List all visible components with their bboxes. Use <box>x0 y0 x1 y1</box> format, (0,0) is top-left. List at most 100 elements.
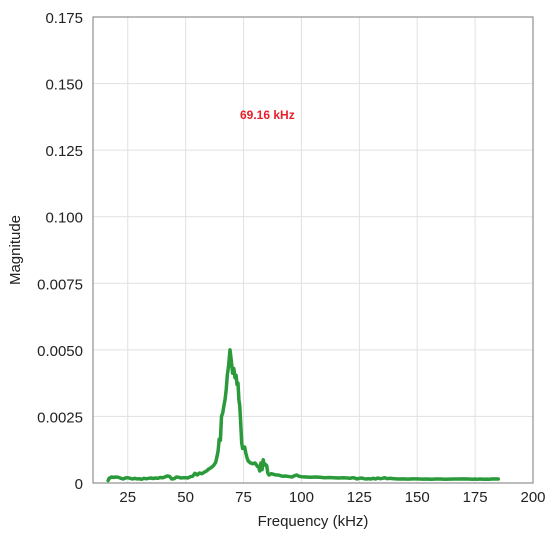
series-point <box>304 475 308 479</box>
series-point <box>277 473 280 477</box>
series-point <box>434 477 437 481</box>
series-point <box>161 476 164 479</box>
series-point <box>360 476 363 480</box>
series-point <box>159 476 162 479</box>
series-point <box>152 477 155 480</box>
series-point <box>243 445 246 449</box>
series-point <box>300 475 303 478</box>
series-point <box>239 421 242 425</box>
series-point <box>483 478 486 481</box>
series-point <box>346 476 349 480</box>
series-point <box>138 477 141 480</box>
series-point <box>191 475 194 478</box>
series-point <box>272 473 275 476</box>
series-point <box>179 476 183 480</box>
peak-annotation: 69.16 kHz <box>240 108 295 122</box>
series-point <box>251 462 254 465</box>
y-tick-label: 0.100 <box>45 210 83 227</box>
series-point <box>492 477 495 481</box>
grid <box>93 16 534 484</box>
y-tick-label: 0.125 <box>45 143 83 160</box>
series-point <box>381 477 384 480</box>
series-point <box>266 471 269 475</box>
series-point <box>353 476 356 480</box>
series-point <box>439 477 442 481</box>
series-point <box>232 367 235 370</box>
x-tick-label: 200 <box>520 489 545 506</box>
series-point <box>209 466 213 469</box>
series-point <box>497 477 500 481</box>
series-point <box>473 477 477 481</box>
series-point <box>288 475 291 478</box>
series-point <box>388 477 391 480</box>
series-layer <box>106 348 501 483</box>
series-point <box>221 411 224 415</box>
series-point <box>402 477 405 481</box>
series-point <box>203 471 206 474</box>
series-point <box>142 477 146 480</box>
series-point <box>216 449 220 453</box>
series-point <box>233 376 237 379</box>
series-point <box>249 461 252 465</box>
series-point <box>293 474 296 477</box>
series-point <box>397 477 400 481</box>
series-point <box>448 477 451 481</box>
series-point <box>247 459 250 463</box>
series-point <box>220 415 223 418</box>
series-point <box>182 476 185 479</box>
x-tick-label: 75 <box>235 489 252 506</box>
series-point <box>193 472 197 475</box>
series-point <box>362 477 366 480</box>
series-point <box>425 477 428 481</box>
series-point <box>318 476 322 479</box>
series-point <box>314 475 317 479</box>
series-point <box>108 477 111 480</box>
series-point <box>490 477 493 481</box>
series-point <box>119 477 123 480</box>
series-point <box>219 439 222 442</box>
series-point <box>309 476 312 479</box>
series-point <box>297 475 301 478</box>
y-tick-label: 0.175 <box>45 10 83 27</box>
series-point <box>295 473 298 477</box>
series-point <box>131 477 134 481</box>
series-point <box>198 471 201 475</box>
series-point <box>392 477 396 480</box>
series-point <box>267 473 271 477</box>
series-point <box>376 476 379 480</box>
series-point <box>207 467 210 471</box>
series-point <box>385 477 389 480</box>
series-point <box>245 456 249 459</box>
series-point <box>457 477 461 481</box>
series-point <box>226 374 229 377</box>
series-point <box>236 381 240 385</box>
series-point <box>112 476 116 479</box>
series-point <box>128 477 132 480</box>
series-point <box>117 476 120 479</box>
y-tick-label: 0.0050 <box>37 343 83 360</box>
series-point <box>225 388 228 391</box>
x-tick-label: 125 <box>347 489 372 506</box>
series-point <box>168 475 171 478</box>
series-point <box>229 355 232 358</box>
y-tick-label: 0 <box>75 476 83 493</box>
series-point <box>262 458 265 461</box>
series-point <box>228 348 232 352</box>
series-point <box>369 477 373 481</box>
series-point <box>480 477 484 481</box>
series-point <box>348 477 352 480</box>
series-point <box>281 475 285 478</box>
series-point <box>406 477 410 481</box>
series-point <box>227 365 230 368</box>
series-point <box>487 478 491 481</box>
series-point <box>337 476 340 480</box>
series-point <box>133 477 136 480</box>
series-point <box>170 477 173 481</box>
series-point <box>383 476 386 479</box>
series-point <box>121 477 125 481</box>
series-line <box>106 348 501 483</box>
series-point <box>115 475 118 479</box>
series-point <box>135 477 139 481</box>
series-point <box>231 372 234 375</box>
